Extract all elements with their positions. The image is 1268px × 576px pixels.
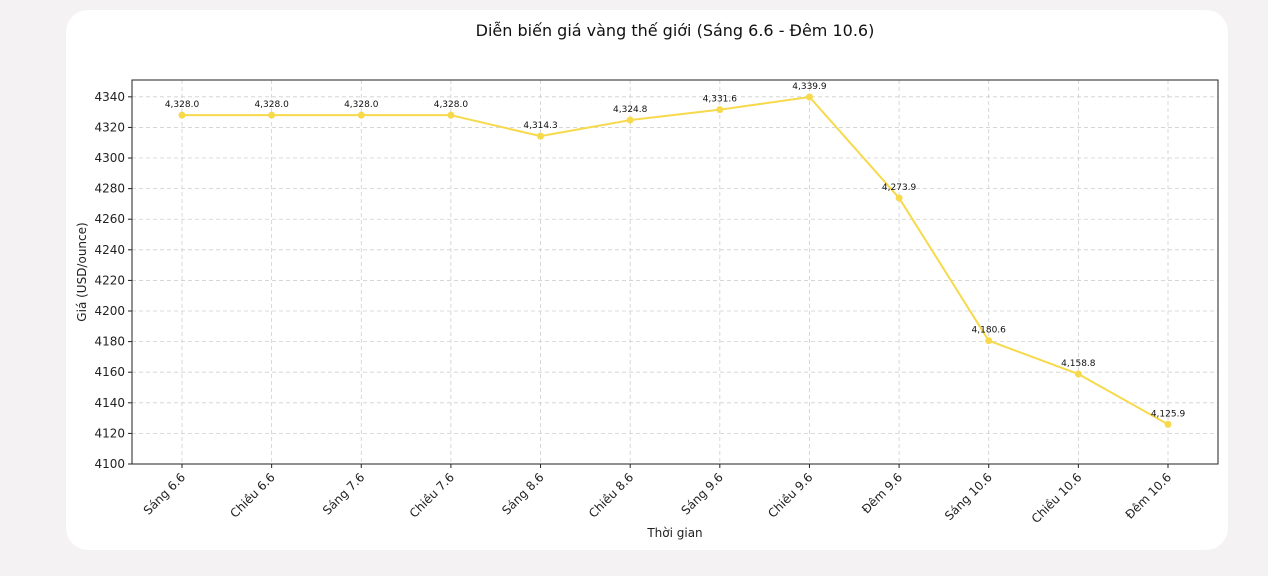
data-point — [985, 337, 993, 345]
x-tick-label: Sáng 8.6 — [499, 470, 546, 517]
y-tick-label: 4280 — [94, 182, 125, 196]
chart-card — [66, 10, 1228, 550]
data-point — [357, 111, 365, 119]
plot-frame — [131, 79, 1219, 465]
series — [178, 93, 1172, 428]
x-tick-label: Sáng 6.6 — [141, 470, 188, 517]
series-line — [182, 95, 1169, 426]
gridlines — [132, 80, 1218, 465]
data-label: 4,328.0 — [434, 100, 469, 110]
x-tick-label: Sáng 10.6 — [942, 470, 995, 523]
y-tick-label: 4120 — [94, 426, 125, 440]
data-label: 4,180.6 — [972, 326, 1007, 336]
data-point — [447, 111, 455, 119]
y-tick-label: 4160 — [94, 365, 125, 379]
data-point — [178, 111, 186, 119]
data-label: 4,273.9 — [882, 183, 917, 193]
data-label: 4,328.0 — [165, 100, 200, 110]
y-tick-label: 4240 — [94, 243, 125, 257]
y-tick-label: 4180 — [94, 335, 125, 349]
x-tick-label: Chiều 6.6 — [227, 470, 277, 520]
data-label: 4,324.8 — [613, 105, 648, 115]
data-label: 4,158.8 — [1061, 359, 1096, 369]
x-tick-label: Đêm 10.6 — [1123, 470, 1175, 522]
y-tick-label: 4320 — [94, 120, 125, 134]
x-tick-label: Chiều 9.6 — [765, 470, 815, 520]
data-point — [895, 194, 903, 202]
y-tick-label: 4140 — [94, 396, 125, 410]
data-label: 4,328.0 — [254, 100, 289, 110]
x-tick-label: Sáng 7.6 — [320, 470, 367, 517]
x-tick-label: Chiều 7.6 — [407, 470, 457, 520]
x-tick-label: Đêm 9.6 — [859, 470, 905, 516]
y-tick-label: 4340 — [94, 90, 125, 104]
chart-title: Diễn biến giá vàng thế giới (Sáng 6.6 - … — [476, 21, 875, 40]
data-point — [805, 93, 813, 101]
data-point — [268, 111, 276, 119]
y-tick-label: 4300 — [94, 151, 125, 165]
x-tick-label: Sáng 9.6 — [678, 470, 725, 517]
x-tick-label: Chiều 8.6 — [586, 470, 636, 520]
x-axis-label: Thời gian — [646, 526, 702, 540]
data-point — [716, 106, 724, 114]
y-axis-label: Giá (USD/ounce) — [75, 222, 89, 321]
y-tick-label: 4200 — [94, 304, 125, 318]
data-label: 4,314.3 — [523, 121, 557, 131]
y-tick-label: 4220 — [94, 273, 125, 287]
y-tick-label: 4260 — [94, 212, 125, 226]
data-label: 4,125.9 — [1151, 409, 1186, 419]
data-point — [626, 116, 634, 124]
y-tick-label: 4100 — [94, 457, 125, 471]
x-tick-label: Chiều 10.6 — [1029, 470, 1085, 526]
data-label: 4,339.9 — [792, 82, 827, 92]
data-label: 4,331.6 — [703, 95, 738, 105]
data-point — [537, 132, 545, 140]
data-labels: 4,328.0 4,328.0 4,328.0 4,328.0 4,314.3 4,324… — [165, 82, 1186, 419]
data-label: 4,328.0 — [344, 100, 379, 110]
data-point — [1074, 370, 1082, 378]
data-point — [1164, 420, 1172, 428]
axes: 4100 4120 4140 4160 4180 4200 4220 4240 4260 4280… — [94, 79, 1219, 526]
